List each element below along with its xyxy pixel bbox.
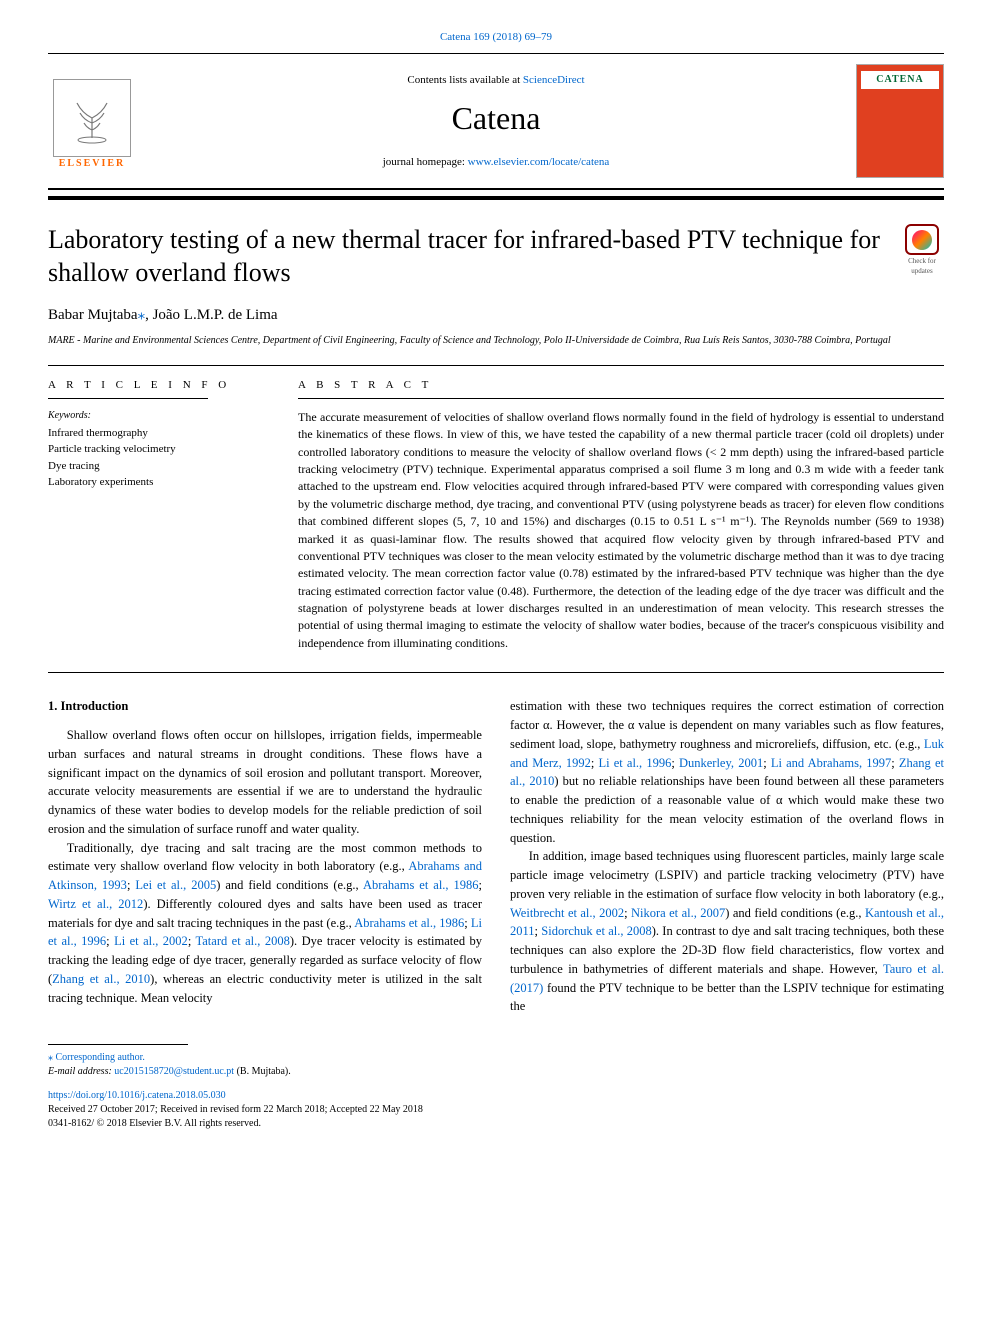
keywords-label: Keywords:	[48, 409, 258, 423]
ref-wirtz-2012[interactable]: Wirtz et al., 2012	[48, 897, 143, 911]
email-link[interactable]: uc2015158720@student.uc.pt	[114, 1066, 234, 1077]
meta-top-rule	[48, 365, 944, 366]
section-1-head: 1. Introduction	[48, 697, 482, 716]
check-updates-l1: Check for	[908, 257, 936, 267]
journal-cover: CATENA	[856, 64, 944, 178]
ref-nikora-2007[interactable]: Nikora et al., 2007	[631, 906, 725, 920]
contents-prefix: Contents lists available at	[407, 74, 522, 86]
intro-p3: In addition, image based techniques usin…	[510, 847, 944, 1016]
abstract-text: The accurate measurement of velocities o…	[298, 409, 944, 652]
elsevier-tree-icon	[53, 79, 131, 157]
p2-t7: ;	[106, 934, 114, 948]
rp2-t1: In addition, image based techniques usin…	[510, 849, 944, 901]
ref-lei-2005[interactable]: Lei et al., 2005	[135, 878, 216, 892]
author-2: , João L.M.P. de Lima	[145, 307, 278, 323]
crossmark-icon	[912, 230, 932, 250]
thick-rule	[48, 196, 944, 200]
article-info-rule	[48, 398, 208, 399]
doi-link[interactable]: https://doi.org/10.1016/j.catena.2018.05…	[48, 1090, 226, 1101]
keyword-4: Laboratory experiments	[48, 474, 258, 491]
ref-tatard-2008[interactable]: Tatard et al., 2008	[196, 934, 290, 948]
p2-t4: ;	[479, 878, 482, 892]
rp1-t3: ;	[671, 756, 679, 770]
contents-line: Contents lists available at ScienceDirec…	[136, 73, 856, 88]
intro-p2-cont: estimation with these two techniques req…	[510, 697, 944, 847]
footnote: ⁎ Corresponding author. E-mail address: …	[48, 1051, 944, 1079]
received-line: Received 27 October 2017; Received in re…	[48, 1103, 944, 1117]
keyword-3: Dye tracing	[48, 458, 258, 475]
p2-t3: ) and field conditions (e.g.,	[216, 878, 363, 892]
affiliation: MARE - Marine and Environmental Sciences…	[48, 334, 944, 347]
p2-t8: ;	[188, 934, 196, 948]
ref-li-2002[interactable]: Li et al., 2002	[114, 934, 188, 948]
ref-abrahams-1986b[interactable]: Abrahams et al., 1986	[354, 916, 464, 930]
doi-block: https://doi.org/10.1016/j.catena.2018.05…	[48, 1089, 944, 1131]
issn-line: 0341-8162/ © 2018 Elsevier B.V. All righ…	[48, 1117, 944, 1131]
rp2-t3: ) and field conditions (e.g.,	[725, 906, 865, 920]
homepage-prefix: journal homepage:	[383, 156, 468, 168]
ref-li-1996b[interactable]: Li et al., 1996	[598, 756, 671, 770]
rp1-t6: ) but no reliable relationships have bee…	[510, 774, 944, 844]
p2-t6: ;	[464, 916, 471, 930]
rp2-t2: ;	[624, 906, 631, 920]
body-rule	[48, 672, 944, 673]
citation-link[interactable]: Catena 169 (2018) 69–79	[440, 31, 552, 43]
publisher-name: ELSEVIER	[59, 157, 126, 171]
ref-sidorchuk-2008[interactable]: Sidorchuk et al., 2008	[541, 924, 651, 938]
rp1-t1: estimation with these two techniques req…	[510, 699, 944, 751]
rp2-t6: found the PTV technique to be better tha…	[510, 981, 944, 1014]
intro-p2: Traditionally, dye tracing and salt trac…	[48, 839, 482, 1008]
rp1-t4: ;	[763, 756, 771, 770]
ref-abrahams-1986[interactable]: Abrahams et al., 1986	[363, 878, 479, 892]
keyword-1: Infrared thermography	[48, 425, 258, 442]
cover-title: CATENA	[861, 71, 939, 89]
ref-zhang-2010[interactable]: Zhang et al., 2010	[52, 972, 150, 986]
article-info-head: A R T I C L E I N F O	[48, 378, 258, 393]
abstract-head: A B S T R A C T	[298, 378, 944, 393]
check-updates-badge[interactable]: Check for updates	[900, 224, 944, 276]
rp1-t5: ;	[891, 756, 899, 770]
homepage-link[interactable]: www.elsevier.com/locate/catena	[468, 156, 610, 168]
ref-li-abrahams-1997[interactable]: Li and Abrahams, 1997	[771, 756, 891, 770]
elsevier-logo: ELSEVIER	[48, 71, 136, 171]
author-1: Babar Mujtaba	[48, 307, 138, 323]
article-title: Laboratory testing of a new thermal trac…	[48, 224, 880, 289]
corresponding-mark[interactable]: ⁎	[138, 307, 146, 323]
footnote-rule	[48, 1044, 188, 1045]
email-label: E-mail address:	[48, 1066, 114, 1077]
running-citation: Catena 169 (2018) 69–79	[48, 30, 944, 45]
check-updates-l2: updates	[911, 267, 932, 277]
intro-p1: Shallow overland flows often occur on hi…	[48, 726, 482, 839]
corr-author-note: ⁎ Corresponding author.	[48, 1052, 145, 1063]
journal-name: Catena	[136, 96, 856, 141]
left-column: 1. Introduction Shallow overland flows o…	[48, 697, 482, 1016]
right-column: estimation with these two techniques req…	[510, 697, 944, 1016]
ref-dunkerley-2001[interactable]: Dunkerley, 2001	[679, 756, 763, 770]
homepage-line: journal homepage: www.elsevier.com/locat…	[136, 155, 856, 170]
abstract-rule	[298, 398, 944, 399]
sciencedirect-link[interactable]: ScienceDirect	[523, 74, 585, 86]
keyword-2: Particle tracking velocimetry	[48, 441, 258, 458]
email-suffix: (B. Mujtaba).	[234, 1066, 291, 1077]
journal-header: ELSEVIER Contents lists available at Sci…	[48, 53, 944, 190]
authors: Babar Mujtaba⁎, João L.M.P. de Lima	[48, 305, 944, 326]
ref-weitbrecht-2002[interactable]: Weitbrecht et al., 2002	[510, 906, 624, 920]
